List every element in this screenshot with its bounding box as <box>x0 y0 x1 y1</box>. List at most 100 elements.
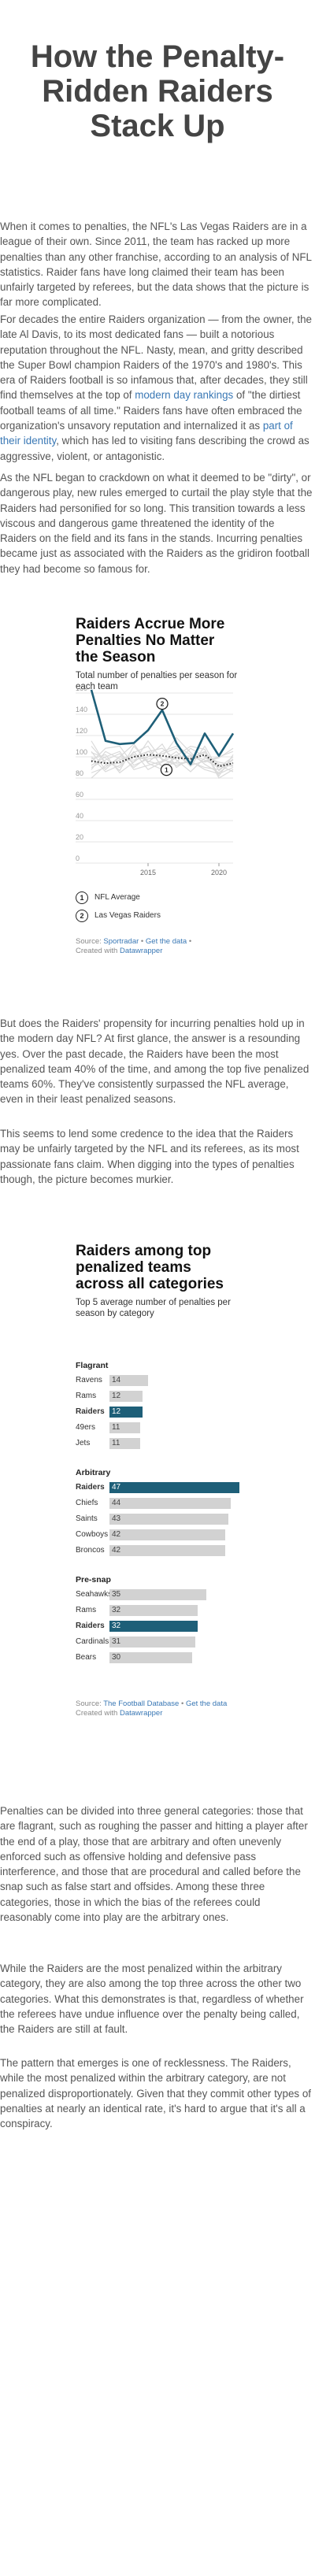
bar-value-label: 47 <box>112 1483 121 1492</box>
bar-row: Broncos 42 <box>76 1545 239 1556</box>
bar-label: Raiders <box>76 1622 105 1630</box>
bar-label: Raiders <box>76 1407 105 1416</box>
chart1-get-data-link[interactable]: Get the data <box>145 937 187 946</box>
chart1-created-with: Created with <box>76 947 120 955</box>
part-of-identity-link[interactable]: part of their identity <box>0 420 293 447</box>
bar-label: Cowboys <box>76 1530 109 1539</box>
chart1-source-link[interactable]: Sportradar <box>103 937 139 946</box>
y-tick-label-2: 40 <box>76 812 83 820</box>
chart1-legend: 1 NFL Average 2 Las Vegas Raiders <box>76 891 239 923</box>
paragraph-2: For decades the entire Raiders organizat… <box>0 312 313 464</box>
penalty-categories-bar-chart-card: Raiders among top penalized teams across… <box>76 1243 239 1762</box>
legend-label-2: Las Vegas Raiders <box>94 911 161 920</box>
bar-row: Jets 11 <box>76 1438 239 1449</box>
bar-row: Saints 43 <box>76 1514 239 1525</box>
bar <box>109 1482 239 1493</box>
y-tick-label-3: 60 <box>76 791 83 799</box>
chart2-title: Raiders among top penalized teams across… <box>76 1243 224 1292</box>
annotation-marker-2 <box>156 697 169 710</box>
team-line-0 <box>91 751 234 775</box>
chart2-created-with: Created with <box>76 1709 120 1718</box>
legend-marker-1: 1 <box>76 891 88 904</box>
bar <box>109 1375 149 1386</box>
paragraph-5: This seems to lend some credence to the … <box>0 1128 299 1185</box>
bar-group-title-1: Arbitrary <box>76 1468 111 1477</box>
x-tick-label-1: 2020 <box>211 869 227 877</box>
bar <box>109 1498 232 1509</box>
bar-row: Raiders 32 <box>76 1621 239 1632</box>
bar <box>109 1422 140 1433</box>
y-tick-label-4: 80 <box>76 769 83 777</box>
bar-value-label: 35 <box>112 1590 121 1599</box>
bar-row: Seahawks 35 <box>76 1589 239 1600</box>
paragraph-2-text-c: , which has led to visiting fans describ… <box>0 435 309 462</box>
chart1-datawrapper-link[interactable]: Datawrapper <box>119 947 163 955</box>
bar-value-label: 31 <box>112 1637 121 1646</box>
bar-value-label: 12 <box>112 1392 121 1400</box>
bar-value-label: 42 <box>112 1530 121 1539</box>
annotation-label-1: 1 <box>165 766 169 774</box>
team-line-5 <box>91 746 234 770</box>
bar-group-title-2: Pre-snap <box>76 1575 111 1585</box>
bar-row: Cardinals 31 <box>76 1636 239 1648</box>
bar <box>109 1621 198 1632</box>
team-line-2 <box>91 745 234 772</box>
bar <box>109 1605 198 1616</box>
bar-row: Cowboys 42 <box>76 1529 239 1540</box>
bar-value-label: 11 <box>112 1423 120 1432</box>
bar-row: Rams 32 <box>76 1605 239 1616</box>
bar-value-label: 32 <box>112 1622 121 1630</box>
chart2-datawrapper-link[interactable]: Datawrapper <box>119 1709 163 1718</box>
legend-label-1: NFL Average <box>94 893 140 902</box>
bar-group-title-0: Flagrant <box>76 1361 109 1370</box>
bar <box>109 1438 140 1449</box>
bar-value-label: 12 <box>112 1407 121 1416</box>
chart2-source-link[interactable]: The Football Database <box>103 1699 180 1708</box>
penalties-line-chart: 0 20 40 60 80 100 120 140 160 2015 2020 1 2 <box>76 688 235 877</box>
chart2-get-data-link[interactable]: Get the data <box>185 1699 228 1708</box>
bar-label: Rams <box>76 1606 97 1614</box>
y-tick-label-5: 100 <box>76 748 87 756</box>
chart2-source-prefix: Source: <box>76 1699 104 1708</box>
bar-row: Bears 30 <box>76 1652 239 1663</box>
bar-row: 49ers 11 <box>76 1422 239 1433</box>
paragraph-8: The pattern that emerges is one of reckl… <box>0 2057 311 2130</box>
chart1-source-sep-2: • <box>187 937 192 946</box>
bar-value-label: 43 <box>112 1514 121 1523</box>
bar <box>109 1589 206 1600</box>
team-line-9 <box>91 739 234 774</box>
chart1-source: Source: Sportradar • Get the data • Crea… <box>76 937 239 956</box>
legend-marker-2: 2 <box>76 910 88 922</box>
team-line-10 <box>91 747 234 769</box>
chart1-title: Raiders Accrue More Penalties No Matter … <box>76 616 225 665</box>
chart1-subtitle: Total number of penalties per season for… <box>76 671 238 691</box>
bar-label: Seahawks <box>76 1590 113 1599</box>
bar-value-label: 11 <box>112 1439 120 1447</box>
bar-value-label: 30 <box>112 1653 121 1662</box>
bar-label: Cardinals <box>76 1637 109 1646</box>
bar-row: Raiders 47 <box>76 1482 239 1493</box>
bar-label: Chiefs <box>76 1499 98 1507</box>
page-title: How the Penalty-Ridden Raiders Stack Up <box>30 39 285 143</box>
chart1-source-sep: • <box>139 937 146 946</box>
bar <box>109 1529 226 1540</box>
paragraph-2-text-b: of "the dirtiest football teams of all t… <box>0 389 302 432</box>
bar-row: Ravens 14 <box>76 1375 239 1386</box>
annotation-marker-1 <box>160 764 173 777</box>
bar-label: Rams <box>76 1392 97 1400</box>
chart1-source-prefix: Source: <box>76 937 104 946</box>
paragraph-1: When it comes to penalties, the NFL's La… <box>0 221 312 309</box>
chart2-source: Source: The Football Database • Get the … <box>76 1699 239 1718</box>
bar <box>109 1652 193 1663</box>
bar-value-label: 44 <box>112 1499 121 1507</box>
bar <box>109 1545 226 1556</box>
modern-day-rankings-link[interactable]: modern day rankings <box>135 389 234 402</box>
y-tick-label-8: 160 <box>76 688 87 692</box>
paragraph-7: While the Raiders are the most penalized… <box>0 1963 304 2036</box>
bar-value-label: 14 <box>112 1376 121 1384</box>
chart2-subtitle: Top 5 average number of penalties per se… <box>76 1298 231 1318</box>
bar <box>109 1636 195 1648</box>
bar <box>109 1514 228 1525</box>
bar-label: Saints <box>76 1514 98 1523</box>
penalty-categories-bar-chart: Flagrant Ravens 14 Rams 12 Raiders 12 49ers 11 Je… <box>76 1361 239 1684</box>
